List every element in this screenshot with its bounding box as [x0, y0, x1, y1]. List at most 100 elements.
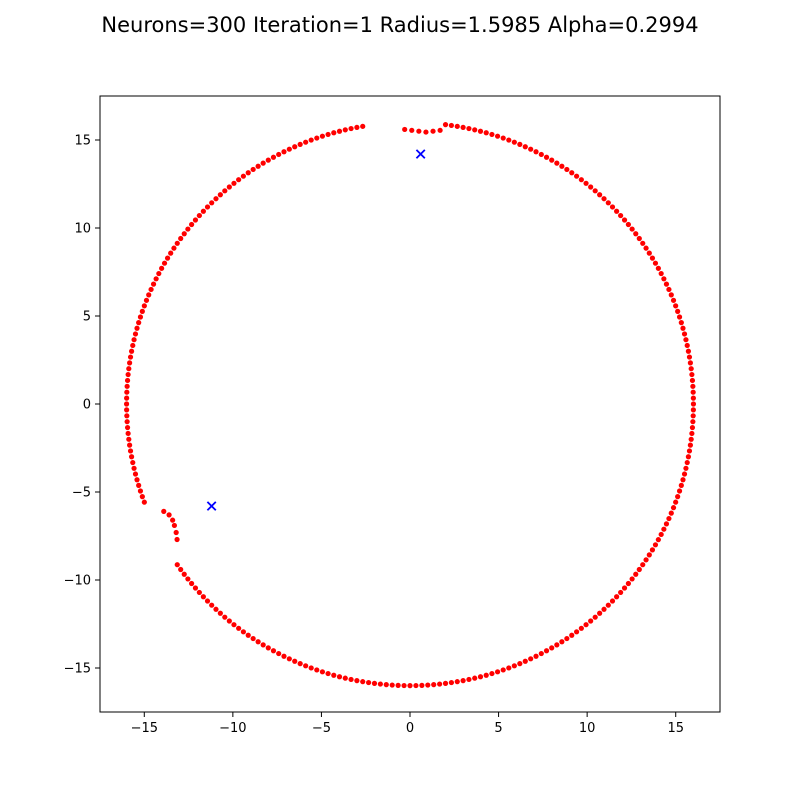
neuron-point: [131, 337, 137, 343]
y-tick-label: 0: [83, 398, 91, 413]
neuron-point: [454, 123, 460, 129]
neuron-point: [687, 442, 693, 448]
neuron-point: [640, 562, 646, 568]
x-tick-label: −5: [312, 721, 331, 736]
neuron-point: [189, 580, 195, 587]
neuron-point: [448, 122, 454, 129]
neuron-point: [588, 184, 594, 190]
neuron-point: [670, 297, 677, 303]
neuron-point: [192, 585, 199, 591]
neuron-point: [629, 576, 635, 582]
neuron-point: [666, 286, 672, 293]
neuron-point: [240, 629, 246, 635]
neuron-point: [625, 221, 631, 228]
neuron-point: [360, 123, 366, 129]
neuron-point: [430, 128, 436, 134]
neuron-point: [125, 430, 131, 437]
neuron-point: [137, 488, 144, 494]
neuron-point: [489, 670, 495, 677]
neuron-point: [466, 676, 472, 683]
neuron-point: [213, 606, 219, 612]
neuron-point: [689, 430, 695, 437]
neuron-point: [511, 139, 517, 145]
plot-frame: [99, 95, 721, 713]
neuron-point: [226, 184, 232, 190]
neuron-point: [686, 448, 693, 454]
neuron-point: [325, 131, 331, 138]
neuron-point: [614, 208, 620, 214]
neuron-point: [419, 682, 425, 688]
neuron-point: [217, 192, 223, 198]
neuron-point: [454, 679, 460, 685]
neuron-point: [416, 128, 422, 134]
neuron-point: [171, 245, 177, 251]
neuron-point: [395, 682, 401, 688]
neuron-point: [690, 407, 696, 413]
neuron-point: [574, 629, 580, 635]
neuron-point: [286, 656, 292, 662]
neuron-point: [150, 281, 157, 287]
neuron-point: [601, 196, 607, 202]
neuron-point: [130, 459, 136, 466]
neuron-point: [681, 471, 688, 477]
neuron-point: [124, 377, 131, 384]
neuron-point: [297, 141, 303, 147]
city-marker: [206, 501, 217, 511]
neuron-point: [477, 128, 484, 134]
neuron-point: [517, 661, 523, 667]
neuron-point: [377, 681, 383, 687]
neuron-point: [554, 642, 560, 648]
neuron-point: [128, 348, 135, 354]
neuron-point: [209, 200, 215, 206]
neuron-point: [192, 217, 199, 223]
y-tick-label: 10: [74, 222, 91, 237]
neuron-point: [511, 663, 517, 669]
city-series: [206, 149, 426, 511]
neuron-point: [528, 146, 534, 152]
neuron-point: [354, 124, 360, 130]
neuron-point: [132, 331, 139, 337]
chart-title: Neurons=300 Iteration=1 Radius=1.5985 Al…: [101, 13, 698, 37]
neuron-point: [139, 308, 145, 314]
neuron-point: [143, 297, 150, 303]
neuron-point: [331, 672, 337, 678]
neuron-point: [460, 678, 466, 684]
neuron-point: [597, 192, 603, 198]
neuron-point: [658, 270, 664, 277]
neuron-point: [643, 557, 649, 563]
neuron-point: [331, 130, 337, 136]
neuron-point: [181, 571, 187, 577]
neuron-point: [319, 133, 326, 139]
neuron-point: [609, 598, 616, 604]
neuron-point: [522, 658, 528, 664]
neuron-point: [500, 135, 506, 141]
neuron-point: [308, 665, 314, 671]
neuron-point: [689, 377, 696, 384]
neuron-point: [643, 245, 649, 251]
y-axis: −15 −10 −5 0 5 10 15: [64, 134, 100, 677]
neuron-point: [336, 674, 343, 680]
neuron-point: [200, 208, 206, 214]
neuron-point: [131, 465, 137, 471]
neuron-point: [685, 348, 692, 354]
neuron-point: [554, 160, 560, 166]
neuron-point: [236, 625, 242, 631]
y-tick-label: −15: [64, 662, 91, 677]
neuron-point: [123, 401, 130, 407]
neuron-point: [683, 337, 689, 343]
neuron-point: [137, 314, 144, 320]
neuron-point: [130, 342, 136, 349]
neuron-point: [678, 482, 684, 488]
neuron-point: [466, 125, 472, 132]
neuron-point: [533, 653, 539, 659]
neuron-point: [564, 635, 570, 642]
neuron-point: [134, 325, 140, 331]
neuron-point: [442, 680, 449, 686]
neuron-point: [297, 661, 303, 667]
neuron-point: [649, 547, 656, 553]
x-axis: −15 −10 −5 0 5 10 15: [131, 712, 684, 736]
x-tick-label: 5: [494, 721, 502, 736]
neuron-point: [222, 614, 228, 620]
neuron-point: [127, 442, 133, 448]
